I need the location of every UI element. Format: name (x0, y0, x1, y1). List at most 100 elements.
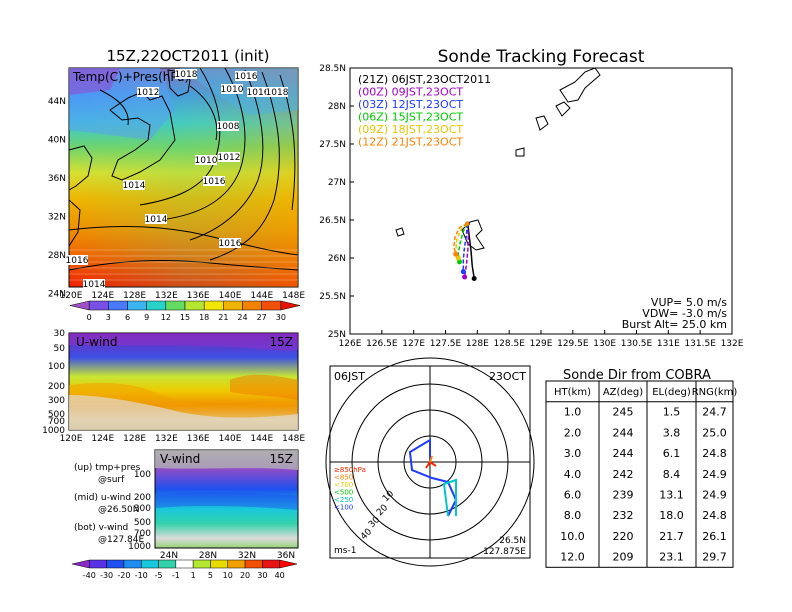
u-wind-y-tick: 30 (54, 329, 66, 339)
map-x-tick: 132E (155, 291, 178, 301)
table-cell: 23.1 (659, 551, 684, 564)
table-cell: 209 (613, 551, 634, 564)
polar-lat: 26.5N (499, 536, 526, 546)
temp-colorbar-tick: 9 (144, 313, 149, 322)
isobar-label: 1008 (217, 122, 240, 132)
temp-colorbar-tick: 15 (180, 313, 190, 322)
forecast-y-tick: 25.5N (319, 292, 346, 302)
table-header: HT(km) (554, 387, 591, 398)
map-x-tick: 148E (282, 291, 305, 301)
polar-legend-entry: <500 (334, 489, 353, 497)
v-wind-x-tick: 32N (238, 551, 256, 561)
v-wind-y-tick: 1000 (128, 542, 151, 552)
v-wind-label: V-wind (160, 452, 200, 466)
isobar-label-bg (235, 71, 257, 81)
table-cell: 24.8 (702, 509, 727, 522)
table-cell: 8.4 (663, 468, 681, 481)
map-y-tick: 32N (48, 213, 66, 223)
isobar-label-bg (145, 214, 167, 224)
u-wind-label: U-wind (76, 335, 117, 349)
u-wind-section: U-wind 15Z (68, 332, 299, 431)
note-line: (up) tmp+pres (74, 463, 141, 473)
track-endpoint (453, 251, 459, 257)
temperature-colorbar: 0 3 6 9 12 15 18 21 24 27 30 (69, 300, 301, 322)
isobar-label: 1012 (137, 88, 160, 98)
wind-colorbar-swatch (244, 559, 263, 569)
map-y-tick: 28N (48, 251, 66, 261)
track-endpoint (471, 276, 477, 282)
wind-colorbar-swatch (71, 559, 90, 569)
wind-colorbar-tick: -5 (155, 571, 163, 580)
forecast-x-tick: 130E (593, 339, 616, 349)
forecast-x-tick: 127.5E (430, 339, 462, 349)
u-wind-y-tick: 500 (48, 410, 65, 420)
isobar-label: 1016 (247, 88, 270, 98)
map-y-tick: 24N (48, 290, 66, 300)
isobar-label: 1014 (123, 181, 146, 191)
forecast-legend-entry: (03Z) 12JST,23OCT (358, 98, 463, 111)
table-cell: 6.1 (663, 447, 681, 460)
table-cell: 242 (613, 468, 634, 481)
isobar-label-bg (247, 87, 269, 97)
wind-colorbar-tick: -10 (135, 571, 148, 580)
table-cell: 2.0 (564, 426, 582, 439)
u-wind-x-tick: 132E (155, 434, 178, 444)
forecast-x-tick: 126.5E (366, 339, 398, 349)
temp-colorbar-swatch (223, 300, 243, 311)
table-title: Sonde Dir from COBRA (563, 368, 711, 383)
wind-colorbar-tick: 40 (275, 571, 285, 580)
table-cell: 26.1 (702, 530, 727, 543)
table-cell: 29.7 (702, 551, 727, 564)
table-cell: 3.8 (663, 426, 681, 439)
forecast-y-tick: 27.5N (319, 140, 346, 150)
table-cell: 10.0 (560, 530, 585, 543)
forecast-parameter: Burst Alt= 25.0 km (622, 318, 727, 331)
temp-colorbar-swatch (280, 300, 301, 311)
wind-colorbar-swatch (140, 559, 159, 569)
temp-colorbar-tick: 0 (87, 313, 92, 322)
forecast-legend-entry: (21Z) 06JST,23OCT2011 (358, 73, 491, 86)
u-wind-x-tick: 120E (60, 434, 83, 444)
table-cell: 244 (613, 447, 634, 460)
wind-colorbar-swatch (175, 559, 194, 569)
table-cell: 244 (613, 426, 634, 439)
table-cell: 12.0 (560, 551, 585, 564)
isobar-label: 1010 (195, 156, 218, 166)
temp-colorbar-swatch (108, 300, 128, 311)
isobar-label-bg (219, 238, 241, 248)
table-cell: 3.0 (564, 447, 582, 460)
u-wind-y-tick: 300 (48, 396, 65, 406)
isobar-label: 1016 (66, 256, 89, 266)
forecast-parameter: VUP= 5.0 m/s (651, 296, 727, 309)
table-cell: 245 (613, 406, 634, 419)
forecast-y-tick: 25N (328, 330, 346, 340)
table-header: RNG(km) (692, 387, 738, 398)
wind-colorbar-swatch (279, 559, 298, 569)
polar-legend-entry: <250 (334, 496, 353, 504)
u-wind-x-tick: 140E (219, 434, 242, 444)
v-wind-section: V-wind 15Z (154, 449, 299, 549)
isobar-label-bg (218, 152, 240, 162)
v-wind-x-tick: 36N (277, 551, 295, 561)
polar-date: 23OCT (489, 370, 526, 383)
table-cell: 24.9 (702, 468, 727, 481)
forecast-y-tick: 26.5N (319, 216, 346, 226)
japan-land (109, 91, 176, 181)
isobar-label: 1018 (175, 70, 198, 80)
wind-colorbar-swatch (123, 559, 142, 569)
forecast-x-tick: 128.5E (493, 339, 525, 349)
note-line: (mid) u-wind (74, 493, 131, 503)
forecast-y-tick: 28.5N (319, 64, 346, 74)
v-wind-y-tick: 500 (134, 518, 151, 528)
temp-colorbar-swatch (88, 300, 109, 311)
temp-colorbar-swatch (242, 300, 262, 311)
isobar-label: 1014 (145, 215, 168, 225)
isobar-label: 1018 (266, 88, 289, 98)
table-cell: 1.5 (663, 406, 681, 419)
temp-colorbar-tick: 30 (276, 313, 286, 322)
v-wind-y-tick: 200 (134, 493, 151, 503)
table-cell: 24.8 (702, 447, 727, 460)
sonde-direction-table: HT(km) AZ(deg) EL(deg) RNG(km) 1.0 245 1.5 24.7… (545, 380, 738, 568)
table-cell: 6.0 (564, 489, 582, 502)
